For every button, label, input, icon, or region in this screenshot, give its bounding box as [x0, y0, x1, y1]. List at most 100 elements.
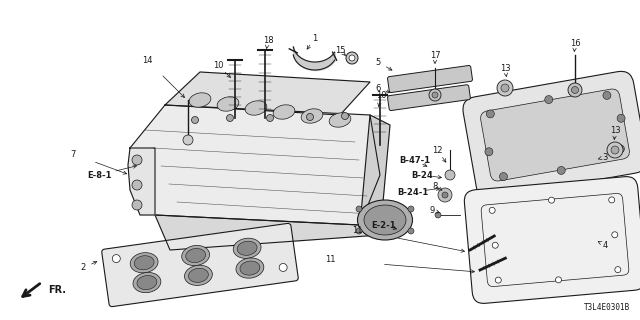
Ellipse shape	[189, 93, 211, 107]
Text: 12: 12	[432, 146, 442, 155]
Ellipse shape	[130, 253, 158, 273]
Text: 18: 18	[262, 36, 273, 44]
Circle shape	[556, 277, 561, 283]
Polygon shape	[360, 115, 390, 235]
Ellipse shape	[245, 101, 267, 115]
Circle shape	[266, 115, 273, 122]
Ellipse shape	[233, 238, 261, 258]
Circle shape	[485, 148, 493, 156]
Circle shape	[429, 89, 441, 101]
Circle shape	[112, 255, 120, 263]
Circle shape	[489, 207, 495, 213]
Ellipse shape	[329, 113, 351, 127]
Ellipse shape	[358, 200, 413, 240]
Circle shape	[408, 206, 414, 212]
Ellipse shape	[182, 245, 209, 266]
Circle shape	[432, 92, 438, 98]
Text: 10: 10	[212, 60, 223, 69]
FancyBboxPatch shape	[465, 177, 640, 303]
Circle shape	[132, 155, 142, 165]
FancyBboxPatch shape	[463, 71, 640, 199]
Text: 4: 4	[602, 241, 607, 250]
Circle shape	[279, 263, 287, 271]
Ellipse shape	[134, 256, 154, 270]
Circle shape	[557, 166, 565, 174]
Text: 14: 14	[141, 55, 152, 65]
Polygon shape	[155, 215, 380, 250]
Text: E-2-1: E-2-1	[372, 220, 396, 229]
Text: E-8-1: E-8-1	[87, 171, 111, 180]
Circle shape	[572, 86, 579, 93]
Text: 17: 17	[429, 51, 440, 60]
Circle shape	[501, 84, 509, 92]
Circle shape	[356, 206, 362, 212]
Text: B-24-1: B-24-1	[397, 188, 429, 196]
Ellipse shape	[237, 241, 257, 255]
Circle shape	[349, 55, 355, 61]
Text: 9: 9	[429, 205, 435, 214]
Circle shape	[356, 228, 362, 234]
Text: 6: 6	[375, 84, 381, 92]
Text: 8: 8	[432, 181, 438, 190]
Circle shape	[408, 228, 414, 234]
Circle shape	[617, 114, 625, 122]
Circle shape	[445, 170, 455, 180]
Text: 3: 3	[602, 153, 608, 162]
Circle shape	[227, 115, 234, 122]
Text: 10: 10	[376, 91, 387, 100]
Circle shape	[191, 116, 198, 124]
Circle shape	[492, 242, 498, 248]
Text: 11: 11	[352, 226, 362, 235]
Ellipse shape	[364, 205, 406, 235]
Circle shape	[615, 267, 621, 273]
FancyBboxPatch shape	[388, 85, 470, 110]
Polygon shape	[128, 148, 155, 215]
Text: 13: 13	[500, 63, 510, 73]
Ellipse shape	[133, 272, 161, 293]
Circle shape	[607, 142, 623, 158]
Ellipse shape	[217, 97, 239, 111]
Circle shape	[495, 277, 501, 283]
FancyBboxPatch shape	[481, 89, 629, 181]
FancyBboxPatch shape	[388, 66, 472, 92]
Circle shape	[183, 135, 193, 145]
Circle shape	[609, 197, 615, 203]
Circle shape	[568, 83, 582, 97]
Circle shape	[486, 110, 494, 118]
Text: 5: 5	[376, 58, 381, 67]
Ellipse shape	[184, 265, 212, 285]
Circle shape	[499, 172, 508, 180]
Ellipse shape	[236, 258, 264, 278]
Circle shape	[132, 180, 142, 190]
Circle shape	[438, 188, 452, 202]
Circle shape	[545, 96, 553, 104]
Text: FR.: FR.	[48, 285, 66, 295]
Circle shape	[548, 197, 554, 203]
Ellipse shape	[186, 248, 205, 263]
Text: B-47-1: B-47-1	[399, 156, 431, 164]
Circle shape	[612, 232, 618, 238]
Text: 16: 16	[570, 38, 580, 47]
Text: 7: 7	[70, 149, 76, 158]
Circle shape	[346, 52, 358, 64]
Circle shape	[132, 200, 142, 210]
Circle shape	[435, 212, 441, 218]
Polygon shape	[165, 72, 370, 115]
Text: 13: 13	[610, 125, 620, 134]
Circle shape	[616, 145, 625, 153]
FancyBboxPatch shape	[102, 223, 298, 307]
Text: 1: 1	[312, 34, 317, 43]
FancyBboxPatch shape	[481, 194, 629, 286]
Text: 2: 2	[81, 263, 86, 273]
Ellipse shape	[240, 261, 260, 275]
Polygon shape	[130, 105, 380, 225]
Text: 11: 11	[324, 255, 335, 265]
Text: 15: 15	[335, 45, 345, 54]
Circle shape	[342, 113, 349, 119]
Ellipse shape	[188, 268, 209, 282]
Ellipse shape	[301, 109, 323, 123]
Circle shape	[497, 80, 513, 96]
Circle shape	[603, 92, 611, 100]
Text: B-24: B-24	[411, 171, 433, 180]
Ellipse shape	[137, 276, 157, 290]
